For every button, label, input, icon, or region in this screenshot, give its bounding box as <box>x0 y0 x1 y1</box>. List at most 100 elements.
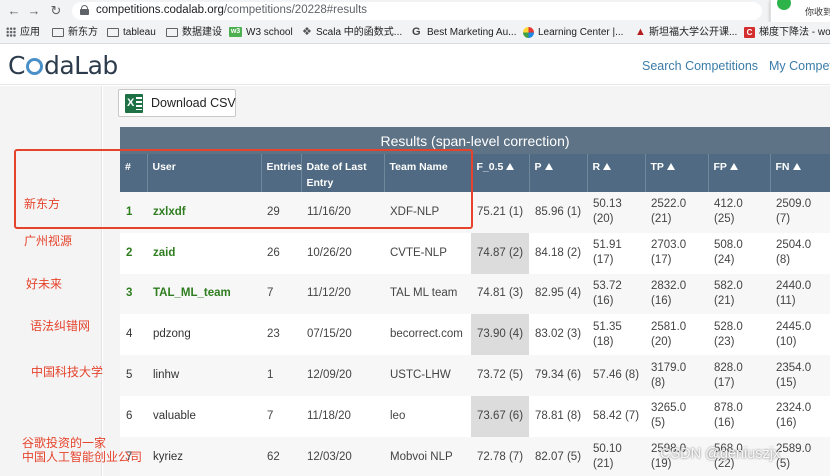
bookmark-label: tableau <box>123 27 156 38</box>
cell-fn-value: 2354.0 <box>776 361 812 374</box>
cell-p: 79.34 (6) <box>529 355 587 396</box>
bookmark-label: Learning Center |... <box>538 27 624 38</box>
col-fn[interactable]: FN <box>770 154 830 192</box>
cell-tp: 3265.0 (5) <box>645 395 708 437</box>
cell-p: 82.95 (4) <box>529 273 587 315</box>
cell-team: Mobvoi NLP <box>384 436 471 476</box>
cell-tp: 2598.0 (19) <box>645 436 708 476</box>
annotation-xdf: 新东方 <box>24 197 61 211</box>
col-rank: # <box>120 154 148 192</box>
cell-tp: 2832.0 (16) <box>645 273 708 315</box>
stanford-icon: ▲ <box>635 25 646 38</box>
cell-rank: 1 <box>120 192 147 233</box>
cell-entries: 23 <box>261 314 301 356</box>
download-csv-label: Download CSV <box>151 96 236 110</box>
bookmark-gradient[interactable]: C 梯度下降法 - wox <box>744 26 830 40</box>
bookmark-learning-center[interactable]: Learning Center |... <box>523 26 623 40</box>
col-team[interactable]: Team Name <box>384 154 472 192</box>
cell-user[interactable]: valuable <box>147 395 261 437</box>
nav-my-competitions[interactable]: My Compet <box>769 59 830 73</box>
cell-fn-rank: (16) <box>776 417 797 430</box>
w3-icon: w3 <box>229 27 242 38</box>
sort-up-icon <box>792 163 801 170</box>
bookmark-marketing[interactable]: G Best Marketing Au... <box>412 26 517 40</box>
back-icon[interactable]: ← <box>7 3 21 18</box>
annotation-tal: 好未来 <box>26 277 63 291</box>
nav-search-competitions[interactable]: Search Competitions <box>642 59 759 73</box>
cell-fn-rank: (15) <box>776 376 797 389</box>
col-label: FP <box>713 161 727 173</box>
cell-date: 12/03/20 <box>301 436 384 476</box>
col-date[interactable]: Date of Last Entry <box>301 154 385 192</box>
col-label: User <box>152 161 176 173</box>
cell-fp-rank: (16) <box>714 417 735 430</box>
cell-user[interactable]: TAL_ML_team <box>147 273 261 315</box>
cell-date: 07/15/20 <box>301 314 384 356</box>
cell-tp: 2522.0 (21) <box>645 192 708 233</box>
cell-user[interactable]: linhw <box>147 355 261 396</box>
bookmark-label: Best Marketing Au... <box>427 27 517 38</box>
cell-user[interactable]: zxlxdf <box>147 192 261 233</box>
col-label: Entries <box>266 161 303 173</box>
cell-fn-value: 2509.0 <box>776 198 812 211</box>
annotation-becorrect: 语法纠错网 <box>30 319 91 333</box>
folder-icon <box>52 27 64 37</box>
bookmark-apps[interactable]: 应用 <box>6 26 40 40</box>
col-entries[interactable]: Entries <box>261 154 303 192</box>
cell-fn: 2324.0 (16) <box>770 395 830 437</box>
cell-p: 83.02 (3) <box>529 314 587 356</box>
col-r[interactable]: R <box>587 154 646 192</box>
col-tp[interactable]: TP <box>645 154 709 192</box>
cell-r: 53.72 (16) <box>587 273 645 315</box>
bookmark-scala[interactable]: ❖ Scala 中的函数式... <box>302 26 402 40</box>
cell-r-value: 50.10 <box>593 443 622 456</box>
cell-r-rank: (16) <box>593 294 614 307</box>
sort-up-icon <box>603 163 612 170</box>
learning-center-icon <box>523 26 534 38</box>
cell-tp-value: 2598.0 <box>651 443 687 456</box>
cell-date: 12/09/20 <box>301 355 384 396</box>
cell-rank: 4 <box>120 314 147 356</box>
table-row: 1 zxlxdf 29 11/16/20 XDF-NLP 75.21 (1) 8… <box>120 192 830 233</box>
table-row: 2 zaid 26 10/26/20 CVTE-NLP 74.87 (2) 84… <box>120 232 830 274</box>
bookmark-label: Scala 中的函数式... <box>316 27 403 38</box>
forward-icon[interactable]: → <box>27 3 41 18</box>
cell-tp-value: 3265.0 <box>651 402 687 415</box>
cell-fn-value: 2445.0 <box>776 320 812 333</box>
bookmark-xdf[interactable]: 新东方 <box>52 26 98 40</box>
extension-popup[interactable]: 你收到 <box>770 0 830 24</box>
cell-user[interactable]: zaid <box>147 232 261 274</box>
address-bar[interactable] <box>72 2 762 20</box>
cell-date: 10/26/20 <box>301 232 384 274</box>
bookmark-stanford[interactable]: ▲ 斯坦福大学公开课... <box>635 26 737 40</box>
cell-tp-value: 2581.0 <box>651 320 687 333</box>
logo-ring-icon <box>25 58 43 75</box>
cell-f05: 72.78 (7) <box>471 436 529 476</box>
cell-fn-rank: (10) <box>776 335 797 348</box>
col-user[interactable]: User <box>147 154 262 192</box>
cell-user[interactable]: kyriez <box>147 436 261 476</box>
cell-entries: 1 <box>261 355 301 396</box>
browser-toolbar: ← → ↻ competitions.codalab.org/competiti… <box>0 0 830 24</box>
cell-r: 50.13 (20) <box>587 192 645 233</box>
reload-icon[interactable]: ↻ <box>50 3 62 18</box>
bookmark-tableau[interactable]: tableau <box>107 26 156 40</box>
cell-r-value: 57.46 (8) <box>593 369 640 382</box>
cell-fp-rank: (25) <box>714 213 735 226</box>
cell-entries: 7 <box>261 395 301 437</box>
bookmark-data[interactable]: 数据建设 <box>166 26 222 40</box>
lock-icon <box>80 5 89 15</box>
col-fp[interactable]: FP <box>708 154 771 192</box>
download-csv-button[interactable]: Download CSV <box>118 89 236 117</box>
col-p[interactable]: P <box>529 154 588 192</box>
bookmark-label: W3 school <box>246 27 293 38</box>
url-text[interactable]: competitions.codalab.org/competitions/20… <box>96 4 367 16</box>
cell-user[interactable]: pdzong <box>147 314 261 356</box>
bookmark-w3school[interactable]: w3 W3 school <box>229 26 293 40</box>
csdn-watermark: CSDN @geniuszjx <box>660 446 781 462</box>
col-f05[interactable]: F_0.5 <box>471 154 530 192</box>
annotation-mobvoi-line2: 中国人工智能创业公司 <box>22 450 143 464</box>
cell-fp: 878.0 (16) <box>708 395 770 437</box>
cell-f05: 73.67 (6) <box>471 395 529 437</box>
